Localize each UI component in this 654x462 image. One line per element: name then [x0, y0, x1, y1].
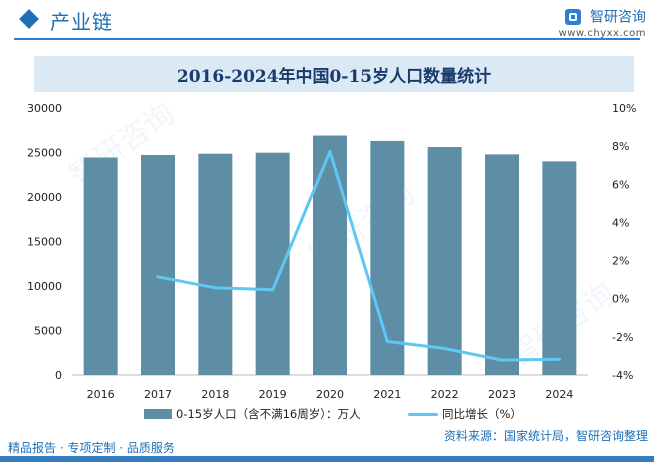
x-tick-label: 2019	[259, 388, 287, 401]
right-tick-label: 2%	[612, 255, 629, 268]
growth-point-2018	[213, 286, 217, 290]
x-tick-label: 2024	[545, 388, 573, 401]
left-tick-label: 20000	[27, 191, 62, 204]
right-tick-label: 0%	[612, 293, 629, 306]
growth-line	[156, 150, 561, 362]
bar-2021	[370, 140, 405, 375]
right-tick-label: 6%	[612, 178, 629, 191]
right-tick-label: -4%	[612, 369, 633, 382]
bar-2018	[198, 153, 233, 375]
left-tick-label: 0	[55, 369, 62, 382]
header-divider	[14, 38, 640, 40]
bar-2024	[542, 161, 577, 375]
footer-source: 资料来源：国家统计局，智研咨询整理	[443, 429, 648, 443]
brand-url: www.chyxx.com	[558, 27, 646, 39]
x-tick-label: 2016	[87, 388, 115, 401]
growth-point-2019	[271, 288, 275, 292]
footer-bar	[0, 456, 654, 462]
legend-line-swatch	[408, 412, 438, 416]
growth-point-2022	[443, 346, 447, 350]
growth-point-2021	[385, 339, 389, 343]
brand-logo-icon	[564, 8, 581, 25]
right-tick-label: -2%	[612, 331, 633, 344]
left-tick-label: 25000	[27, 147, 62, 160]
brand: 智研咨询 www.chyxx.com	[559, 6, 646, 39]
legend-item-bar: 0-15岁人口（含不满16周岁）：万人	[144, 405, 360, 423]
chart-title: 2016-2024年中国0-15岁人口数量统计	[176, 67, 492, 87]
x-tick-label: 2020	[316, 388, 344, 401]
legend-bar-swatch	[144, 409, 172, 419]
bar-2020	[313, 135, 347, 375]
x-tick-label: 2018	[201, 388, 229, 401]
bar-2016	[83, 157, 118, 375]
legend-item-line: 同比增长（%）	[408, 405, 522, 423]
chart-title-band	[34, 56, 634, 92]
x-tick-label: 2023	[488, 388, 516, 401]
left-tick-label: 5000	[34, 325, 62, 338]
x-tick-label: 2022	[431, 388, 459, 401]
legend-line-label: 同比增长（%）	[442, 407, 522, 421]
bar-2017	[141, 155, 175, 375]
right-tick-label: 10%	[612, 102, 636, 115]
footer-tagline: 精品报告 · 专项定制 · 品质服务	[8, 441, 175, 455]
left-tick-label: 15000	[27, 236, 62, 249]
growth-point-2023	[500, 358, 504, 362]
growth-point-2024	[557, 357, 561, 361]
brand-name: 智研咨询	[590, 9, 646, 26]
header: 产业链 智研咨询 www.chyxx.com	[0, 0, 654, 42]
left-tick-label: 10000	[27, 280, 62, 293]
right-tick-label: 4%	[612, 216, 629, 229]
x-tick-label: 2017	[144, 388, 172, 401]
bar-2023	[485, 154, 519, 375]
x-tick-label: 2021	[373, 388, 401, 401]
section-title: 产业链	[50, 10, 113, 34]
legend-bar-label: 0-15岁人口（含不满16周岁）：万人	[176, 407, 361, 421]
left-tick-label: 30000	[27, 102, 62, 115]
growth-point-2020	[328, 149, 332, 153]
growth-point-2017	[156, 275, 160, 279]
bar-2022	[427, 147, 462, 375]
right-tick-label: 8%	[612, 140, 629, 153]
